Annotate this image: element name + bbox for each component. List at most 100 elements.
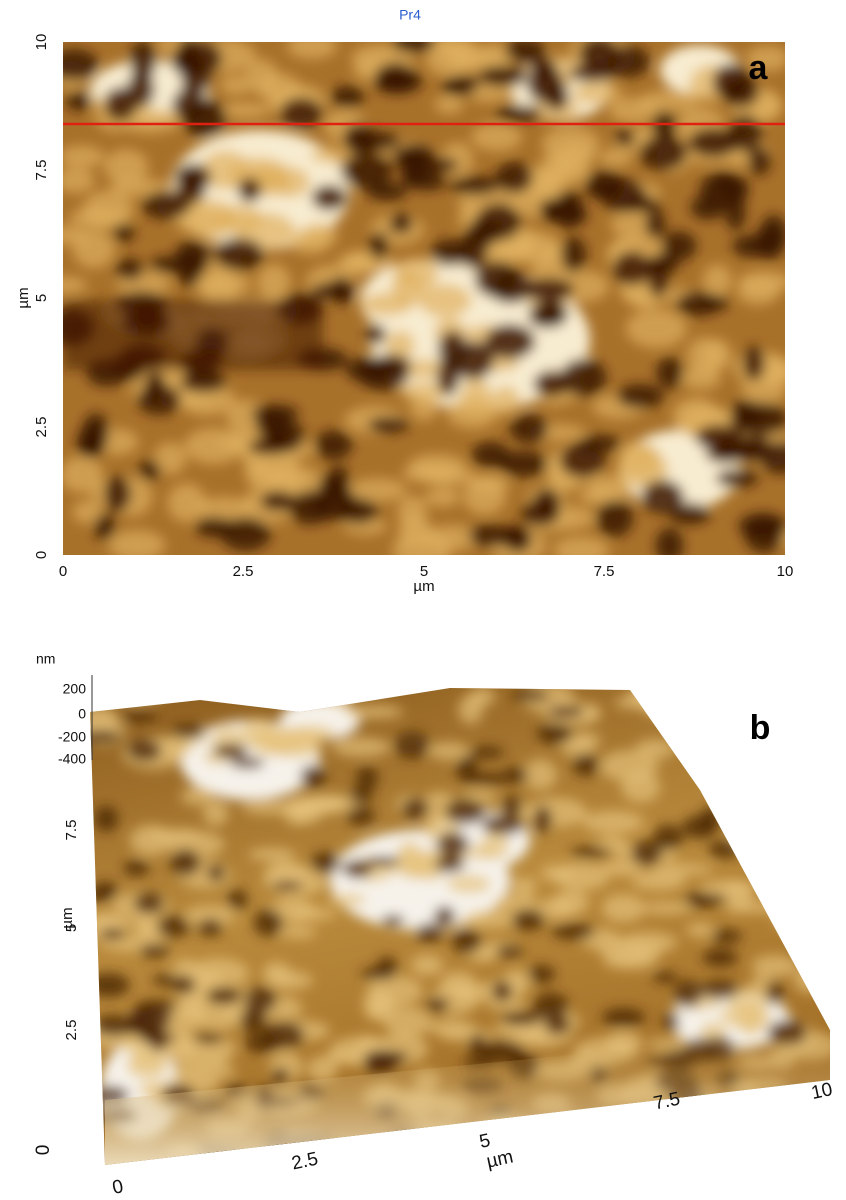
pit [532, 806, 552, 833]
ridge [618, 932, 678, 953]
x-tick-label: 7.5 [594, 563, 615, 580]
pit [193, 1033, 224, 1044]
pit [732, 802, 756, 816]
y-tick-label: 2.5 [33, 417, 50, 438]
ridge [117, 680, 150, 703]
ridge [257, 264, 290, 300]
pit [544, 81, 569, 111]
pit [533, 992, 568, 1019]
ridge [220, 76, 251, 95]
ridge [572, 1152, 599, 1168]
pit [348, 131, 400, 151]
pit [366, 182, 407, 201]
pit [401, 798, 429, 819]
pit [331, 85, 364, 108]
pit [602, 1008, 646, 1027]
pit [663, 1012, 679, 1031]
pit [688, 128, 740, 158]
ridge [425, 488, 460, 507]
pit [789, 899, 831, 916]
ridge [784, 739, 813, 769]
pit [504, 38, 545, 63]
pit [456, 755, 478, 783]
z-tick-label: 0 [78, 706, 86, 722]
pit [356, 766, 379, 790]
pit [567, 208, 587, 224]
ridge [647, 689, 710, 717]
ridge [331, 737, 390, 757]
pit [138, 460, 161, 481]
pit [442, 78, 464, 96]
ridge [447, 875, 491, 894]
y-tick-label: 7.5 [63, 820, 80, 841]
pit [495, 162, 533, 194]
ridge [767, 840, 829, 859]
pit [347, 806, 375, 825]
ridge [463, 910, 518, 929]
ridge [686, 923, 714, 937]
pit [87, 973, 130, 997]
z-tick-label: -200 [58, 729, 86, 745]
pit [342, 860, 372, 879]
y-tick-label: 10 [33, 34, 50, 51]
ridge [463, 478, 506, 515]
pit [652, 972, 677, 983]
pit [794, 797, 826, 825]
pit [512, 909, 546, 931]
pit [781, 796, 814, 806]
pit [468, 1034, 487, 1056]
pit [639, 135, 688, 170]
pit [482, 815, 525, 835]
pit [709, 840, 742, 858]
y-tick-label: 0 [33, 551, 50, 559]
pit [792, 935, 815, 953]
pit [700, 980, 739, 999]
y-axis-label: µm [15, 287, 32, 308]
pit [706, 1118, 746, 1137]
pit [198, 918, 223, 937]
ridge [390, 1136, 446, 1151]
pit [450, 176, 500, 196]
ridge [344, 705, 404, 719]
pit [173, 40, 223, 77]
pit [358, 360, 409, 390]
pit [300, 765, 326, 789]
pit [781, 1123, 815, 1140]
x-axis-label: µm [413, 578, 434, 595]
pit [170, 849, 200, 877]
pit [762, 846, 779, 870]
pit [437, 358, 459, 396]
pit [475, 203, 521, 241]
pit [315, 430, 353, 460]
ridge [279, 926, 316, 939]
pit [767, 823, 809, 833]
pit [311, 485, 356, 520]
pit [786, 756, 829, 768]
pit [641, 480, 684, 514]
pit [207, 864, 226, 881]
pit [723, 810, 749, 828]
pit [481, 1040, 524, 1064]
pit [104, 87, 137, 121]
z-axis-unit: nm [36, 651, 55, 667]
pit [272, 1068, 290, 1085]
pit [502, 525, 528, 545]
ridge [806, 727, 836, 755]
ridge [639, 90, 700, 112]
pit [700, 172, 749, 207]
pit [491, 980, 513, 1001]
pit [547, 706, 585, 718]
ridge [772, 913, 810, 927]
ridge [391, 1146, 450, 1171]
pit [93, 1015, 136, 1037]
pit [759, 215, 788, 255]
pit [374, 62, 416, 94]
ridge [410, 954, 443, 976]
pit [81, 439, 106, 455]
ridge [42, 277, 88, 294]
ridge [108, 530, 165, 560]
pit [213, 744, 248, 759]
pit [436, 831, 469, 857]
pit [251, 404, 299, 421]
pit [416, 923, 444, 942]
